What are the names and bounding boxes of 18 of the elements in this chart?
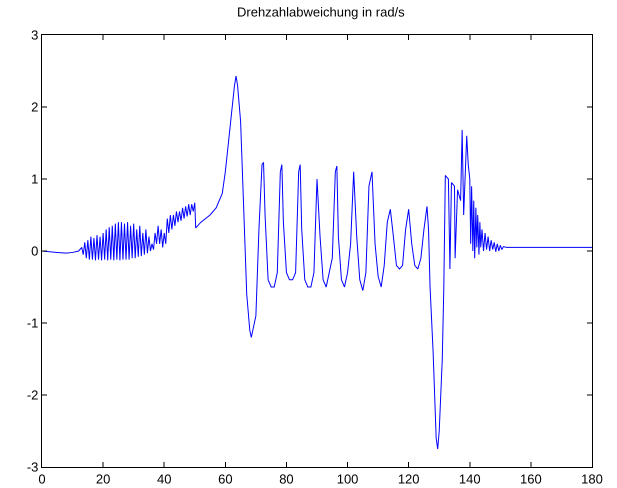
y-tick-label: 3 — [31, 28, 38, 43]
line-series — [42, 76, 592, 450]
x-tick-label: 140 — [458, 472, 481, 487]
x-tick-label: 160 — [520, 472, 542, 487]
x-tick-label: 180 — [581, 472, 603, 487]
chart-title: Drehzahlabweichung in rad/s — [237, 4, 406, 20]
x-tick-label: 120 — [398, 472, 420, 487]
y-tick-label: 2 — [31, 100, 38, 115]
y-tick-label: 1 — [31, 172, 38, 187]
y-tick-label: -1 — [26, 316, 38, 331]
x-tick-label: 40 — [156, 472, 172, 487]
y-tick-label: -3 — [26, 460, 38, 475]
y-tick-label: -2 — [26, 388, 38, 403]
x-tick-label: 80 — [279, 472, 294, 487]
x-tick-label: 100 — [336, 472, 358, 487]
x-tick-label: 60 — [218, 472, 233, 487]
y-tick-label: 0 — [31, 244, 38, 259]
x-tick-label: 20 — [96, 472, 110, 487]
